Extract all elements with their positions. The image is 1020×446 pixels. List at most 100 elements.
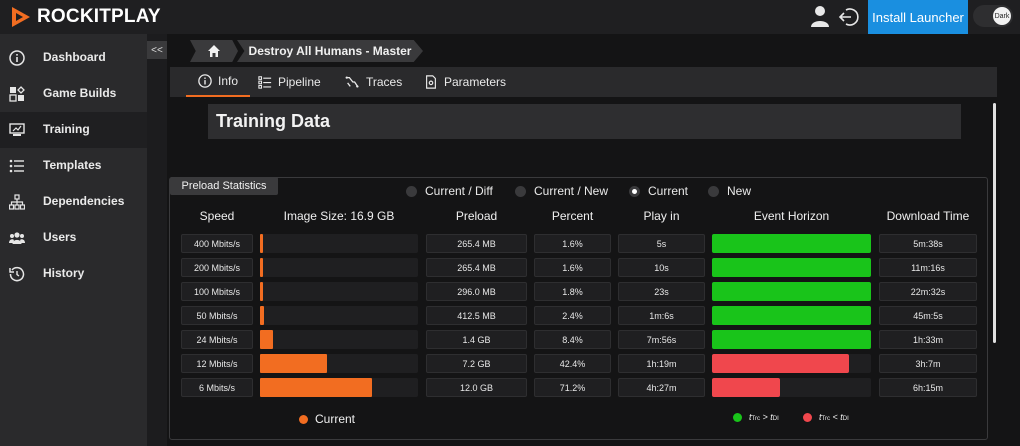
event-horizon-bar-fill: [712, 306, 871, 325]
download-time-cell: 11m:16s: [879, 258, 977, 277]
image-size-bar: [260, 306, 418, 325]
preload-cell: 296.0 MB: [426, 282, 527, 301]
info-icon: [9, 50, 25, 66]
radio-label: Current: [648, 184, 689, 198]
image-size-bar-fill: [260, 258, 263, 277]
sidebar: Dashboard Game Builds Training Templates…: [0, 34, 147, 446]
tab-label: Pipeline: [278, 75, 321, 89]
radio-current-new[interactable]: Current / New: [515, 184, 608, 198]
preload-cell: 412.5 MB: [426, 306, 527, 325]
download-time-cell: 45m:5s: [879, 306, 977, 325]
sidebar-item-label: Dashboard: [43, 50, 106, 64]
theme-toggle[interactable]: Dark: [973, 5, 1013, 27]
tab-label: Info: [217, 74, 238, 88]
scrollbar[interactable]: [993, 103, 996, 343]
breadcrumb-page[interactable]: Destroy All Humans - Master: [237, 40, 423, 62]
tab-info[interactable]: Info: [186, 67, 250, 97]
preload-cell: 265.4 MB: [426, 258, 527, 277]
percent-cell: 1.8%: [534, 282, 611, 301]
sidebar-item-label: Templates: [43, 158, 102, 172]
sidebar-item-dependencies[interactable]: Dependencies: [0, 184, 147, 220]
speed-cell: 6 Mbits/s: [181, 378, 253, 397]
percent-cell: 1.6%: [534, 258, 611, 277]
radio-indicator: [515, 185, 526, 197]
download-time-cell: 1h:33m: [879, 330, 977, 349]
home-icon[interactable]: [207, 44, 221, 58]
sidebar-item-label: Training: [43, 122, 90, 136]
game-builds-icon: [9, 86, 25, 102]
sidebar-item-history[interactable]: History: [0, 256, 147, 292]
radio-current[interactable]: Current: [629, 184, 688, 198]
logo[interactable]: ROCKITPLAY: [12, 6, 161, 28]
collapse-sidebar-button[interactable]: <<: [147, 41, 167, 59]
install-launcher-button[interactable]: Install Launcher: [868, 0, 968, 34]
play-in-cell: 23s: [618, 282, 705, 301]
preload-cell: 1.4 GB: [426, 330, 527, 349]
download-time-cell: 5m:38s: [879, 234, 977, 253]
sidebar-item-game-builds[interactable]: Game Builds: [0, 76, 147, 112]
traces-icon: [345, 76, 359, 88]
legend-red: tTrc < tDI: [803, 412, 849, 422]
dependencies-icon: [9, 194, 25, 210]
radio-label: Current / New: [534, 184, 609, 198]
users-icon: [9, 232, 25, 244]
event-horizon-bar-fill: [712, 354, 849, 373]
radio-indicator: [708, 185, 719, 197]
user-icon[interactable]: [810, 5, 830, 27]
preload-statistics-panel: [169, 177, 988, 440]
sidebar-item-dashboard[interactable]: Dashboard: [0, 40, 147, 76]
event-horizon-bar-fill: [712, 258, 871, 277]
image-size-bar: [260, 330, 418, 349]
event-horizon-bar: [712, 378, 871, 397]
percent-cell: 8.4%: [534, 330, 611, 349]
header-download-time: Download Time: [886, 209, 970, 223]
legend-orange-dot: [299, 414, 308, 424]
event-horizon-bar: [712, 258, 871, 277]
event-horizon-bar-fill: [712, 234, 871, 253]
play-in-cell: 10s: [618, 258, 705, 277]
event-horizon-bar: [712, 330, 871, 349]
sidebar-item-templates[interactable]: Templates: [0, 148, 147, 184]
image-size-bar: [260, 378, 418, 397]
image-size-bar-fill: [260, 306, 264, 325]
image-size-bar-fill: [260, 354, 327, 373]
image-size-bar: [260, 234, 418, 253]
header-image-size: Image Size: 16.9 GB: [283, 209, 395, 223]
image-size-bar-fill: [260, 378, 372, 397]
radio-new[interactable]: New: [708, 184, 751, 198]
download-time-cell: 3h:7m: [879, 354, 977, 373]
tab-label: Parameters: [444, 75, 507, 89]
speed-cell: 400 Mbits/s: [181, 234, 253, 253]
logout-icon[interactable]: [838, 6, 860, 28]
play-in-cell: 4h:27m: [618, 378, 705, 397]
header-event-horizon: Event Horizon: [753, 209, 830, 223]
tab-parameters[interactable]: Parameters: [424, 67, 506, 97]
sidebar-item-training[interactable]: Training: [0, 112, 147, 148]
header-percent: Percent: [551, 209, 594, 223]
legend-red-dot: [803, 412, 812, 422]
sidebar-item-label: History: [43, 266, 85, 280]
header-speed: Speed: [199, 209, 235, 223]
radio-current-diff[interactable]: Current / Diff: [406, 184, 493, 198]
event-horizon-bar-fill: [712, 378, 780, 397]
tab-pipeline[interactable]: Pipeline: [258, 67, 321, 97]
percent-cell: 71.2%: [534, 378, 611, 397]
legend-green-label: tTrc > tDI: [749, 412, 779, 422]
pipeline-icon: [258, 76, 272, 89]
legend-current-label: Current: [315, 412, 356, 426]
speed-cell: 24 Mbits/s: [181, 330, 253, 349]
sidebar-item-label: Game Builds: [43, 86, 117, 100]
sidebar-item-label: Users: [43, 230, 77, 244]
logo-text: ROCKITPLAY: [37, 6, 161, 27]
legend-red-label: tTrc < tDI: [819, 412, 849, 422]
legend-green-dot: [733, 412, 742, 422]
sidebar-item-label: Dependencies: [43, 194, 125, 208]
legend-green: tTrc > tDI: [733, 412, 779, 422]
sidebar-item-users[interactable]: Users: [0, 220, 147, 256]
radio-label: Current / Diff: [425, 184, 493, 198]
parameters-icon: [426, 75, 436, 89]
section-title: Training Data: [208, 104, 961, 139]
tab-traces[interactable]: Traces: [344, 67, 402, 97]
tab-label: Traces: [366, 75, 403, 89]
event-horizon-bar: [712, 282, 871, 301]
